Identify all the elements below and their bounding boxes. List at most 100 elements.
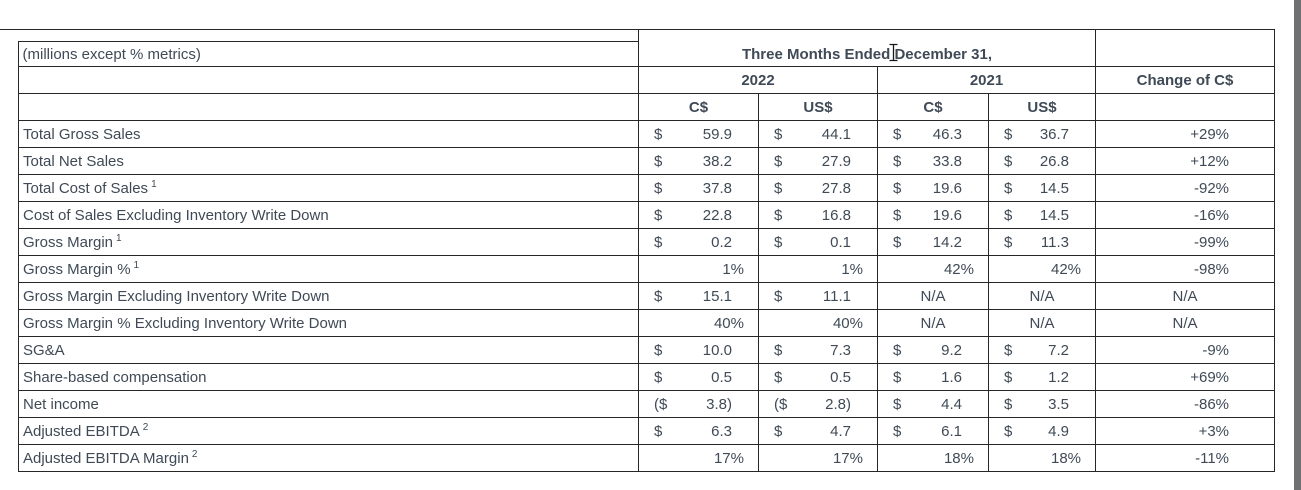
- currency-header-cad-2021: C$: [877, 93, 989, 121]
- value-cell-2021-cad: $4.4: [877, 390, 989, 418]
- table-row: Net income ($ 3.8) ($ 2.8) $4.4 $3.5 -86%: [18, 390, 1276, 418]
- value-cell-2022-cad: $6.3: [638, 417, 759, 445]
- row-label-cell: SG&A: [18, 336, 639, 364]
- currency-symbol: $: [1004, 179, 1013, 197]
- value-cell-2021-usd: 18%: [987, 444, 1097, 472]
- currency-symbol: $: [893, 125, 902, 143]
- empty-cell: [1095, 93, 1276, 121]
- cell-value: 3.8): [706, 395, 732, 413]
- value-cell-2022-usd: 40%: [758, 309, 878, 337]
- currency-symbol: $: [893, 422, 902, 440]
- cell-value: 59.9: [702, 125, 732, 143]
- value-cell-2022-cad: $10.0: [638, 336, 759, 364]
- change-cell: -86%: [1095, 390, 1276, 418]
- currency-label: C$: [688, 98, 709, 116]
- cell-content: 1%: [722, 260, 744, 278]
- cell-content: $4.9: [990, 419, 1095, 444]
- row-label: Adjusted EBITDA 2: [23, 421, 149, 440]
- row-label: Total Cost of Sales 1: [23, 178, 157, 197]
- cell-value: 19.6: [932, 206, 962, 224]
- cell-value: 16.8: [821, 206, 851, 224]
- currency-symbol: $: [654, 341, 663, 359]
- value-cell-2021-cad: $14.2: [877, 228, 989, 256]
- currency-symbol: $: [654, 206, 663, 224]
- cell-content: 42%: [1050, 260, 1082, 278]
- cell-value: 46.3: [932, 125, 962, 143]
- cell-content: N/A: [1029, 314, 1055, 332]
- footnote-superscript: 1: [133, 259, 140, 271]
- vertical-scrollbar[interactable]: [1294, 0, 1301, 490]
- cell-value: 7.2: [1048, 341, 1070, 359]
- cell-value: 22.8: [702, 206, 732, 224]
- currency-symbol: $: [654, 368, 663, 386]
- cell-value: 4.7: [830, 422, 851, 440]
- cell-value: 36.7: [1039, 125, 1070, 143]
- value-cell-2021-cad: $46.3: [877, 120, 989, 148]
- currency-symbol: $: [893, 206, 902, 224]
- row-label: Gross Margin % Excluding Inventory Write…: [23, 314, 348, 332]
- row-label: SG&A: [23, 341, 65, 359]
- cell-content: 40%: [713, 314, 744, 332]
- cell-value: 4.9: [1048, 422, 1070, 440]
- row-label-cell: Gross Margin Excluding Inventory Write D…: [18, 282, 639, 310]
- row-label-cell: Gross Margin % Excluding Inventory Write…: [18, 309, 639, 337]
- cell-content: +29%: [1190, 125, 1230, 143]
- currency-symbol: $: [1004, 368, 1013, 386]
- cell-value: 10.0: [702, 341, 732, 359]
- value-cell-2022-usd: $11.1: [758, 282, 878, 310]
- currency-symbol: $: [1004, 233, 1013, 251]
- currency-symbol: $: [1004, 125, 1013, 143]
- cell-content: $0.5: [760, 365, 877, 390]
- year-label: 2022: [741, 71, 775, 89]
- cell-value: 37.8: [702, 179, 732, 197]
- currency-header-usd-2022: US$: [758, 93, 878, 121]
- value-cell-2021-cad: 42%: [877, 255, 989, 283]
- table-row: Adjusted EBITDA 2 $6.3 $4.7 $6.1 $4.9 +3%: [18, 417, 1276, 445]
- currency-symbol: $: [1004, 422, 1013, 440]
- value-cell-2022-cad: $37.8: [638, 174, 759, 202]
- cell-content: $0.1: [760, 230, 877, 255]
- currency-symbol: $: [893, 395, 902, 413]
- change-cell: -99%: [1095, 228, 1276, 256]
- row-label-cell: Net income: [18, 390, 639, 418]
- cell-content: $14.2: [879, 230, 988, 255]
- row-label-cell: Total Cost of Sales 1: [18, 174, 639, 202]
- currency-symbol: $: [893, 233, 902, 251]
- currency-symbol: $: [774, 125, 783, 143]
- value-cell-2021-usd: N/A: [987, 309, 1097, 337]
- row-label: Total Net Sales: [23, 152, 124, 170]
- cell-value: 0.5: [711, 368, 732, 386]
- cell-content: -9%: [1202, 341, 1230, 359]
- cell-content: $11.3: [990, 230, 1095, 255]
- value-cell-2021-usd: $3.5: [987, 390, 1097, 418]
- units-note-cell: (millions except % metrics): [18, 29, 639, 67]
- currency-symbol: $: [1004, 152, 1013, 170]
- value-cell-2022-cad: 17%: [638, 444, 759, 472]
- cell-value: 26.8: [1039, 152, 1070, 170]
- value-cell-2021-usd: $26.8: [987, 147, 1097, 175]
- value-cell-2022-usd: $4.7: [758, 417, 878, 445]
- currency-symbol: ($: [774, 395, 788, 413]
- label-cell-left-border: [18, 41, 19, 66]
- value-cell-2021-cad: $6.1: [877, 417, 989, 445]
- value-cell-2022-cad: $38.2: [638, 147, 759, 175]
- currency-label: US$: [803, 98, 833, 116]
- cell-content: -16%: [1193, 206, 1230, 224]
- cell-content: $27.8: [760, 176, 877, 201]
- value-cell-2021-usd: $1.2: [987, 363, 1097, 391]
- row-label-cell: Share-based compensation: [18, 363, 639, 391]
- cell-content: $27.9: [760, 149, 877, 174]
- change-cell: +12%: [1095, 147, 1276, 175]
- value-cell-2021-usd: N/A: [987, 282, 1097, 310]
- empty-cell: [18, 93, 639, 121]
- row-label-cell: Cost of Sales Excluding Inventory Write …: [18, 201, 639, 229]
- value-cell-2022-cad: $0.5: [638, 363, 759, 391]
- value-cell-2021-cad: $19.6: [877, 201, 989, 229]
- value-cell-2021-usd: 42%: [987, 255, 1097, 283]
- row-label: Total Gross Sales: [23, 125, 141, 143]
- currency-symbol: $: [893, 152, 902, 170]
- value-cell-2022-cad: $59.9: [638, 120, 759, 148]
- cell-value: 6.1: [941, 422, 962, 440]
- cell-value: 1.2: [1048, 368, 1070, 386]
- cell-value: 0.2: [711, 233, 732, 251]
